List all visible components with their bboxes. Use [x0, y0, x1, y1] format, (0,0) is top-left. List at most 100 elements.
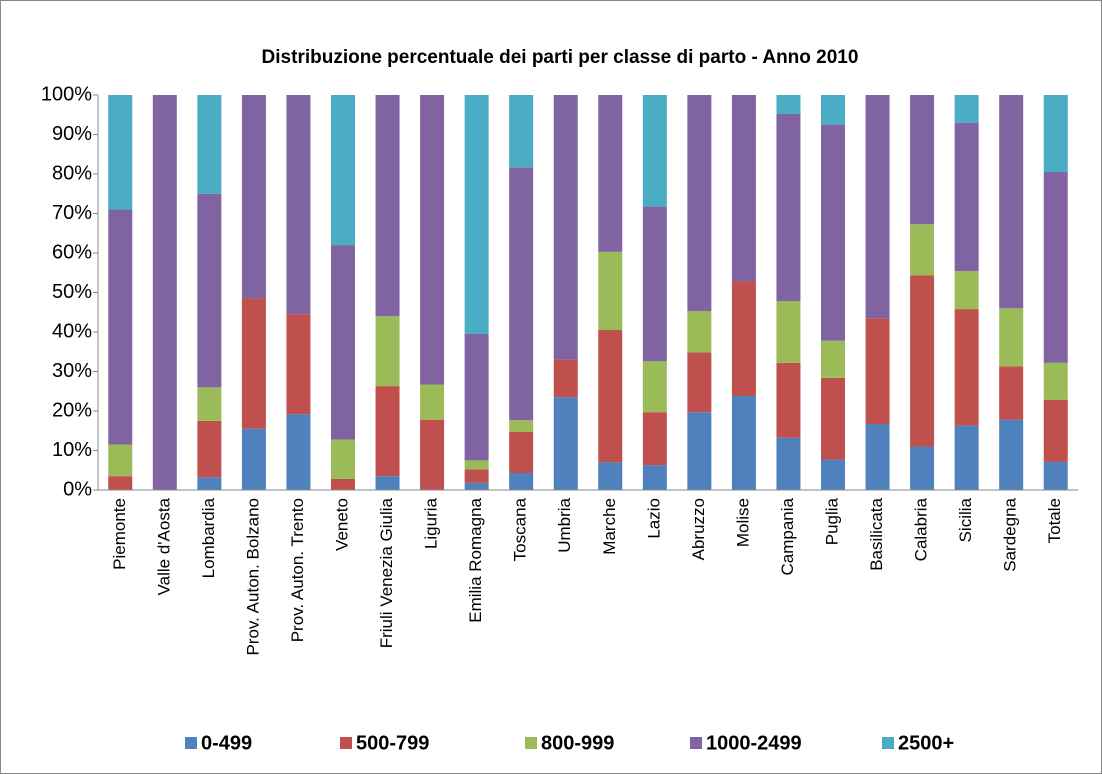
bar-segment [598, 251, 623, 331]
bar-segment [999, 419, 1024, 490]
bar-segment [821, 124, 845, 341]
bar-segment [286, 414, 311, 490]
x-tick-label: Molise [733, 498, 752, 547]
bar-segment [509, 431, 534, 474]
x-tick-label: Sicilia [956, 497, 975, 542]
x-tick-label: Sardegna [1001, 497, 1020, 571]
bar-segment [731, 281, 756, 396]
bar-segment [954, 95, 979, 123]
bar-segment [197, 387, 222, 421]
x-tick-label: Prov. Auton. Trento [288, 498, 307, 642]
bar-segment [464, 469, 489, 483]
bar-segment [375, 476, 400, 490]
x-tick-label: Lombardia [199, 497, 218, 578]
bar-segment [331, 245, 355, 440]
bar-segment [464, 482, 489, 490]
x-tick-label: Totale [1045, 498, 1064, 543]
bar-segment [776, 362, 801, 438]
bar-segment [999, 308, 1024, 367]
bar-segment [152, 95, 177, 490]
bar-segment [108, 444, 133, 477]
bar-segment [821, 377, 845, 460]
x-tick-label: Valle d'Aosta [154, 497, 173, 595]
bar-segment [420, 95, 445, 385]
bar-segment [375, 316, 400, 387]
legend-swatch [690, 737, 702, 749]
legend-label: 2500+ [898, 732, 954, 754]
bar-segment [197, 193, 222, 388]
bar-segment [375, 95, 400, 317]
bar-segment [464, 333, 489, 461]
y-tick-label: 50% [52, 281, 92, 303]
bar-segment [776, 301, 801, 363]
x-tick-label: Calabria [912, 497, 931, 561]
bar-segment [375, 386, 400, 477]
bar-segment [598, 462, 623, 490]
bar-segment [865, 318, 890, 425]
x-tick-label: Lazio [644, 498, 663, 539]
x-tick-label: Umbria [555, 497, 574, 552]
legend-swatch [185, 737, 197, 749]
bar-segment [999, 366, 1024, 420]
bar-segment [464, 460, 489, 470]
bar-segment [553, 397, 578, 490]
bar-segment [687, 95, 712, 312]
legend-swatch [882, 737, 894, 749]
x-tick-label: Emilia Romagna [466, 497, 485, 622]
bar-segment [954, 425, 979, 490]
bar-segment [1043, 172, 1068, 363]
x-tick-label: Piemonte [110, 498, 129, 570]
bar-segment [910, 224, 935, 276]
x-tick-label: Basilicata [867, 497, 886, 570]
y-tick-label: 10% [52, 439, 92, 461]
y-tick-label: 60% [52, 241, 92, 263]
bar-segment [687, 311, 712, 353]
x-tick-label: Veneto [332, 498, 351, 551]
bar-segment [999, 95, 1024, 309]
bar-segment [954, 122, 979, 272]
bar-segment [197, 477, 222, 490]
bar-segment [553, 95, 578, 360]
bar-segment [776, 437, 801, 490]
y-tick-label: 100% [41, 83, 92, 105]
bar-segment [865, 95, 890, 319]
y-tick-label: 20% [52, 399, 92, 421]
bar-segment [910, 275, 935, 447]
bar-segment [286, 95, 311, 315]
bar-segment [598, 95, 623, 252]
bar-segment [821, 95, 845, 125]
x-tick-label: Puglia [822, 497, 841, 545]
x-tick-label: Marche [600, 498, 619, 555]
bar-segment [1043, 461, 1068, 490]
bar-segment [910, 95, 935, 225]
bar-segment [286, 314, 311, 415]
bar-segment [1043, 362, 1068, 400]
bar-segment [687, 412, 712, 490]
bar-segment [598, 330, 623, 463]
bar-segment [241, 428, 266, 490]
bar-segment [108, 209, 133, 445]
y-tick-label: 90% [52, 123, 92, 145]
bar-segment [642, 465, 667, 490]
y-tick-label: 40% [52, 320, 92, 342]
bar-segment [241, 95, 266, 299]
x-tick-label: Prov. Auton. Bolzano [243, 498, 262, 656]
bar-segment [331, 95, 355, 246]
legend-swatch [340, 737, 352, 749]
x-tick-label: Liguria [422, 497, 441, 549]
bar-segment [776, 95, 801, 114]
bar-segment [509, 420, 534, 432]
legend-label: 0-499 [201, 732, 252, 754]
bar-segment [420, 419, 445, 490]
bar-segment [642, 361, 667, 413]
bar-segment [331, 439, 355, 479]
y-tick-label: 30% [52, 360, 92, 382]
bar-segment [509, 167, 534, 421]
y-tick-label: 80% [52, 162, 92, 184]
x-tick-label: Friuli Venezia Giulia [377, 497, 396, 648]
chart-title: Distribuzione percentuale dei parti per … [262, 47, 859, 68]
bar-segment [776, 113, 801, 302]
y-tick-label: 70% [52, 202, 92, 224]
bar-segment [910, 446, 935, 490]
